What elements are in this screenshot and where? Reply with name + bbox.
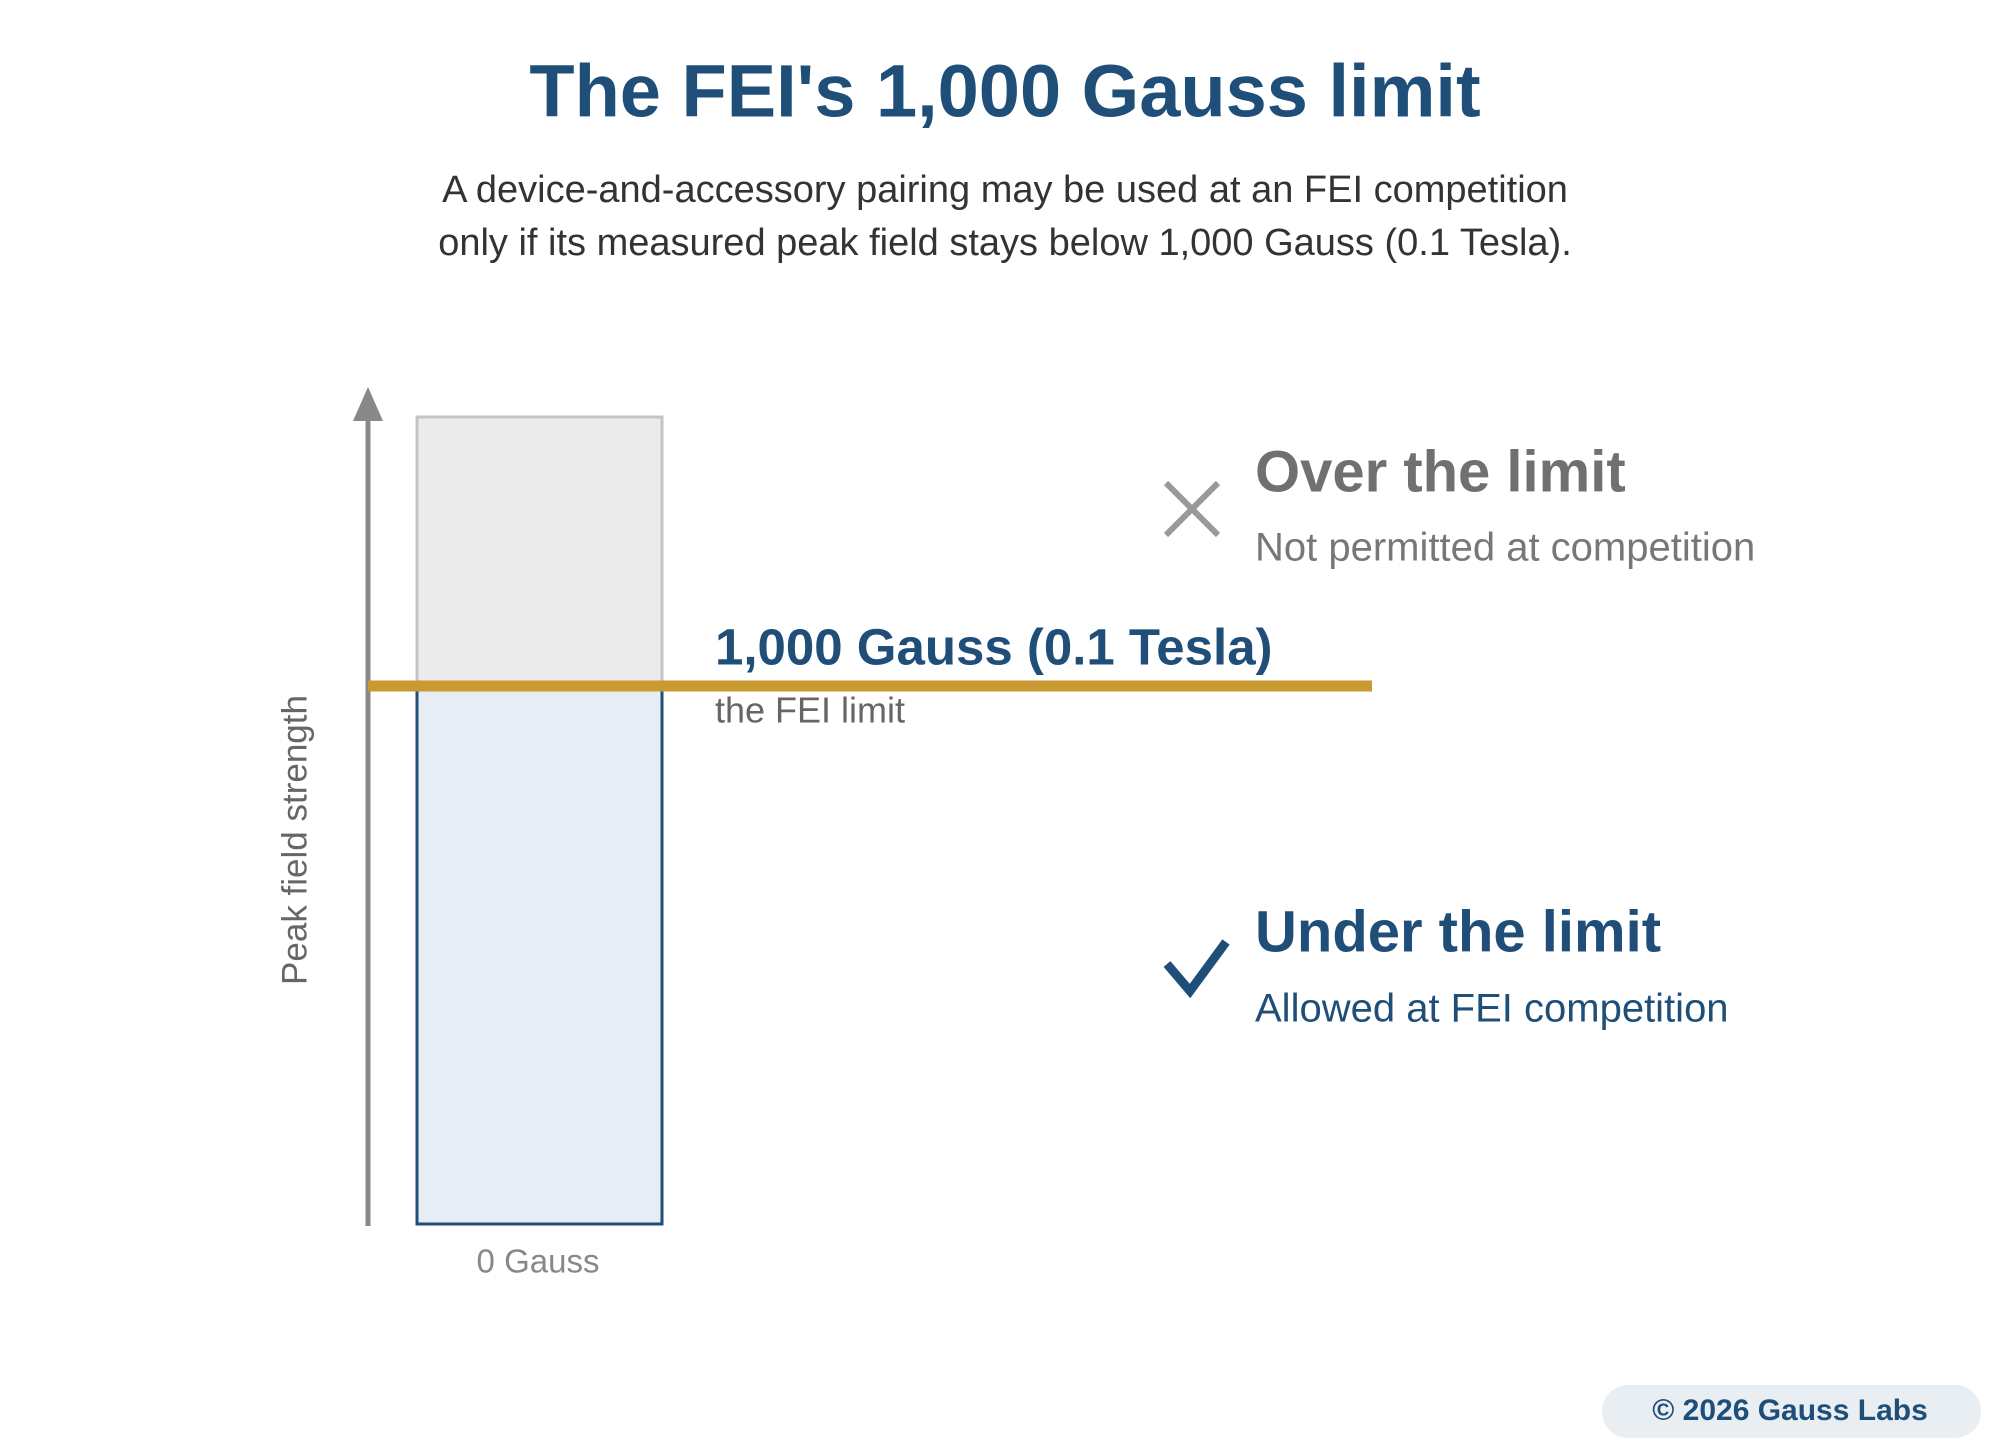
over-description: Not permitted at competition — [1255, 526, 1755, 570]
under-zone-box — [415, 684, 664, 1226]
limit-sublabel: the FEI limit — [715, 690, 905, 731]
subtitle-line: A device-and-accessory pairing may be us… — [442, 169, 1568, 211]
title: The FEI's 1,000 Gauss limit — [529, 50, 1480, 133]
baseline-label: 0 Gauss — [477, 1243, 600, 1280]
axis-arrowhead — [353, 387, 383, 421]
limit-label: 1,000 Gauss (0.1 Tesla) — [715, 618, 1273, 675]
cross-icon — [1163, 480, 1221, 538]
over-zone-box — [415, 415, 664, 688]
under-description: Allowed at FEI competition — [1255, 987, 1729, 1031]
check-icon — [1163, 939, 1230, 999]
credit-pill — [1602, 1385, 1981, 1438]
y-axis-label: Peak field strength — [275, 695, 314, 985]
over-title: Over the limit — [1255, 439, 1626, 504]
subtitle-line: only if its measured peak field stays be… — [438, 222, 1572, 264]
credit: © 2026 Gauss Labs — [1652, 1394, 1928, 1427]
under-title: Under the limit — [1255, 899, 1661, 964]
